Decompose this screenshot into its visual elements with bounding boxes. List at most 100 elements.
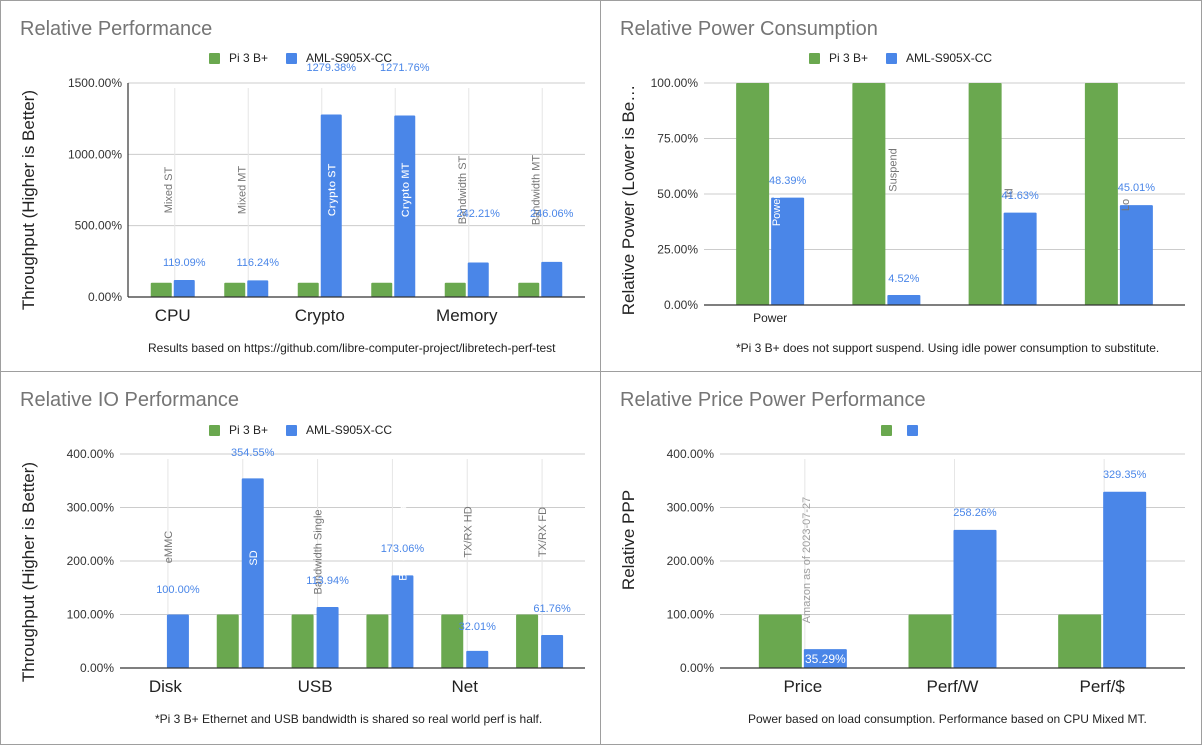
chart-title: Relative Price Power Performance — [620, 389, 926, 411]
bar-series-2 — [1119, 205, 1153, 305]
y-tick-label: 400.00% — [67, 447, 115, 461]
chart-relative-io: Relative IO Performance Pi 3 B+ AML-S905… — [0, 372, 600, 744]
legend — [881, 422, 945, 438]
y-tick-label: 25.00% — [657, 243, 698, 257]
bar-series-2 — [241, 478, 264, 668]
data-label: 61.76% — [533, 603, 571, 615]
y-axis-title: Throughput (Higher is Better) — [19, 90, 38, 310]
y-tick-label: 0.00% — [664, 298, 698, 312]
bar-series-2 — [391, 575, 414, 668]
bar-series-2 — [1103, 491, 1147, 668]
data-label: 119.09% — [163, 257, 206, 269]
bar-series-2 — [316, 607, 339, 668]
data-label: 1271.76% — [380, 62, 430, 74]
chart-relative-performance: Relative Performance Pi 3 B+ AML-S905X-C… — [0, 0, 600, 372]
legend-swatch-series-1 — [881, 424, 892, 436]
x-group-label: CPU — [155, 306, 191, 325]
category-label: Power Down — [771, 164, 783, 226]
bar-series-1 — [736, 83, 770, 305]
bar-series-2 — [166, 614, 189, 668]
chart-relative-power: Relative Power Consumption Pi 3 B+ AML-S… — [600, 0, 1200, 372]
bar-series-1 — [1084, 83, 1118, 305]
y-tick-label: 50.00% — [657, 187, 698, 201]
legend-swatch-series-2 — [907, 424, 918, 436]
category-label: Crypto MT — [400, 163, 412, 218]
y-tick-label: 0.00% — [80, 661, 114, 675]
bar-series-2 — [541, 261, 563, 297]
bar-series-2 — [771, 197, 805, 305]
data-label: 246.06% — [530, 208, 574, 220]
legend: Pi 3 B+ AML-S905X-CC — [209, 50, 410, 66]
bar-series-1 — [444, 282, 466, 297]
x-group-label: USB — [298, 677, 333, 696]
y-tick-label: 0.00% — [88, 290, 122, 304]
y-axis-title: Relative PPP — [619, 490, 638, 590]
bar-series-2 — [394, 115, 416, 297]
data-label: 100.00% — [156, 584, 200, 596]
category-label: Mixed MT — [236, 166, 248, 215]
bar-series-1 — [224, 282, 246, 297]
legend-label-series-1: Pi 3 B+ — [829, 51, 869, 65]
bar-series-2 — [1003, 212, 1037, 305]
y-axis-title: Relative Power (Lower is Be… — [619, 85, 638, 316]
bar-series-1 — [150, 282, 172, 297]
bar-series-2 — [953, 529, 997, 668]
x-group-label: Memory — [436, 306, 498, 325]
category-label: Bandwidth Total — [397, 503, 409, 580]
bar-series-2 — [466, 650, 489, 668]
data-label: 329.35% — [1103, 469, 1147, 481]
data-label: 258.26% — [953, 507, 997, 519]
legend-swatch-series-2 — [886, 52, 898, 64]
bar-series-1 — [968, 83, 1002, 305]
category-label: Bandwidth Single — [313, 509, 325, 594]
data-label: 173.06% — [381, 543, 425, 555]
data-label: 41.63% — [1001, 190, 1039, 202]
y-tick-label: 75.00% — [657, 132, 698, 146]
y-tick-label: 100.00% — [667, 608, 715, 622]
y-tick-label: 1000.00% — [68, 147, 122, 161]
data-label: 35.29% — [805, 652, 846, 666]
bar-series-2 — [173, 280, 195, 297]
x-group-label: Perf/W — [927, 677, 979, 696]
data-label: 48.39% — [769, 175, 807, 187]
category-label: Mixed ST — [163, 166, 175, 213]
data-label: 116.24% — [236, 257, 279, 269]
y-tick-label: 0.00% — [680, 661, 714, 675]
bar-series-2 — [320, 114, 342, 297]
bar-series-1 — [1058, 614, 1102, 668]
legend-swatch-series-2 — [286, 424, 298, 436]
bar-series-1 — [908, 614, 952, 668]
category-label: TX/RX FD — [537, 507, 549, 557]
legend-swatch-series-2 — [286, 52, 298, 64]
data-label: 113.94% — [306, 575, 349, 587]
bar-series-1 — [297, 282, 319, 297]
bar-series-1 — [516, 614, 539, 668]
x-group-label: Disk — [149, 677, 183, 696]
legend-label-series-1: Pi 3 B+ — [229, 423, 269, 437]
bar-series-2 — [467, 262, 489, 297]
y-tick-label: 100.00% — [67, 608, 115, 622]
x-group-label: Power — [753, 311, 787, 325]
data-label: 4.52% — [888, 273, 919, 285]
legend-swatch-series-1 — [209, 52, 220, 64]
chart-title: Relative Performance — [20, 18, 213, 40]
category-label: Bandwidth ST — [457, 155, 469, 224]
x-group-label: Crypto — [295, 306, 345, 325]
chart-title: Relative Power Consumption — [620, 18, 878, 40]
annotation-label: Amazon as of 2023-07-27 — [801, 497, 813, 624]
bar-series-1 — [518, 282, 540, 297]
y-tick-label: 300.00% — [67, 501, 115, 515]
y-tick-label: 1500.00% — [68, 76, 122, 90]
legend-swatch-series-1 — [809, 52, 820, 64]
legend-swatch-series-1 — [209, 424, 220, 436]
bar-series-2 — [541, 634, 564, 668]
y-axis-title: Throughput (Higher is Better) — [19, 462, 38, 682]
data-label: 32.01% — [459, 621, 497, 633]
data-label: 45.01% — [1118, 182, 1156, 194]
category-label: Lo — [1120, 199, 1132, 211]
category-label: Crypto ST — [326, 163, 338, 216]
bar-series-1 — [366, 614, 389, 668]
bar-series-2 — [247, 280, 269, 297]
category-label: SD — [248, 550, 260, 565]
